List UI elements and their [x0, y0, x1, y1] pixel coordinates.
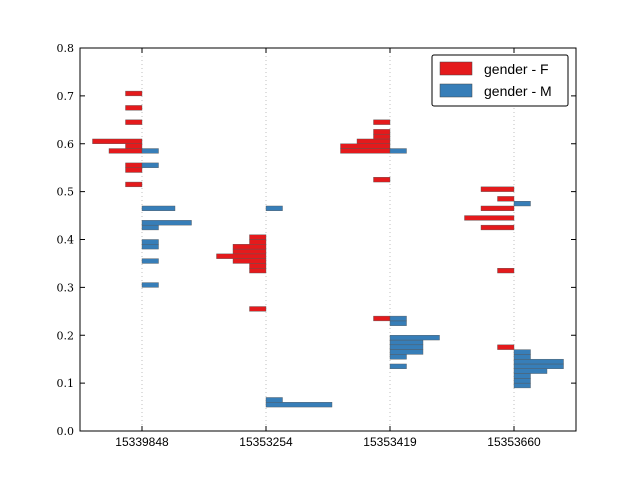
bar-f	[125, 143, 143, 149]
bar-m	[141, 220, 192, 226]
bar-m	[513, 373, 531, 379]
bar-f	[125, 167, 143, 173]
y-tick-label: 0.0	[57, 425, 75, 438]
bar-f	[373, 129, 391, 135]
bar-f	[125, 181, 143, 188]
bar-f	[92, 138, 143, 144]
legend-label-m: gender - M	[484, 83, 552, 99]
bar-f	[480, 205, 515, 211]
bar-f	[125, 90, 143, 97]
bar-m	[513, 363, 564, 369]
bar-m	[389, 339, 424, 346]
bar-f	[373, 133, 391, 140]
bar-f	[356, 138, 391, 144]
bar-m	[389, 344, 424, 350]
bar-m	[513, 354, 531, 360]
bar-m	[141, 282, 159, 288]
bar-m	[141, 205, 176, 211]
legend-swatch-f	[439, 61, 473, 76]
bar-m	[389, 349, 424, 355]
bar-m	[513, 368, 548, 374]
bar-f	[373, 119, 391, 125]
bar-f	[249, 306, 267, 312]
bar-m	[513, 349, 531, 355]
y-tick-label: 0.5	[57, 186, 75, 199]
bar-m	[389, 320, 407, 326]
bar-m	[141, 224, 159, 231]
bar-f	[373, 177, 391, 183]
bar-f	[497, 268, 515, 274]
y-tick-label: 0.8	[57, 42, 75, 55]
bar-f	[249, 268, 267, 274]
bar-f	[216, 253, 267, 259]
bar-f	[340, 148, 391, 154]
bar-f	[340, 143, 391, 149]
bar-m	[141, 239, 159, 245]
bar-m	[513, 382, 531, 389]
x-tick-label: 15353419	[363, 435, 417, 449]
y-tick-label: 0.6	[57, 138, 75, 151]
bar-f	[464, 215, 515, 221]
bar-m	[141, 162, 159, 168]
y-tick-label: 0.3	[57, 281, 75, 294]
bar-f	[232, 248, 267, 255]
bar-f	[373, 315, 391, 322]
bar-f	[249, 239, 267, 245]
legend: gender - F gender - M	[431, 54, 569, 107]
bar-f	[497, 196, 515, 202]
bar-f	[249, 234, 267, 240]
bar-m	[389, 354, 407, 360]
x-axis: 15339848 15353254 15353419 15353660	[115, 48, 541, 449]
y-axis: 0.0 0.1 0.2 0.3 0.4 0.5 0.6 0.7 0.8	[57, 42, 576, 438]
bar-m	[141, 258, 159, 264]
bar-f	[232, 244, 267, 250]
bar-m	[389, 148, 407, 154]
bar-f	[232, 258, 267, 264]
bar-f	[480, 224, 515, 231]
x-tick-label: 15353660	[487, 435, 541, 449]
y-tick-label: 0.7	[57, 90, 75, 103]
bar-m	[389, 363, 407, 369]
y-tick-label: 0.4	[57, 234, 75, 247]
bar-m	[141, 148, 159, 154]
y-tick-label: 0.1	[57, 377, 75, 390]
bar-f	[125, 119, 143, 125]
bar-m	[513, 200, 531, 207]
bar-f	[480, 186, 515, 192]
bar-m	[513, 358, 564, 365]
bar-f	[249, 263, 267, 269]
bar-f	[497, 344, 515, 350]
legend-label-f: gender - F	[484, 61, 549, 77]
bar-m	[265, 402, 333, 408]
bar-m	[389, 315, 407, 322]
bars	[92, 90, 564, 408]
bar-f	[108, 148, 143, 154]
bar-m	[141, 244, 159, 250]
x-tick-label: 15353254	[239, 435, 293, 449]
y-tick-label: 0.2	[57, 329, 75, 342]
legend-swatch-m	[439, 83, 473, 98]
bar-m	[265, 205, 283, 211]
bar-m	[513, 378, 531, 384]
bar-f	[125, 105, 143, 111]
bar-f	[125, 162, 143, 168]
bar-m	[265, 397, 283, 403]
bar-m	[389, 335, 440, 341]
x-tick-label: 15339848	[115, 435, 169, 449]
